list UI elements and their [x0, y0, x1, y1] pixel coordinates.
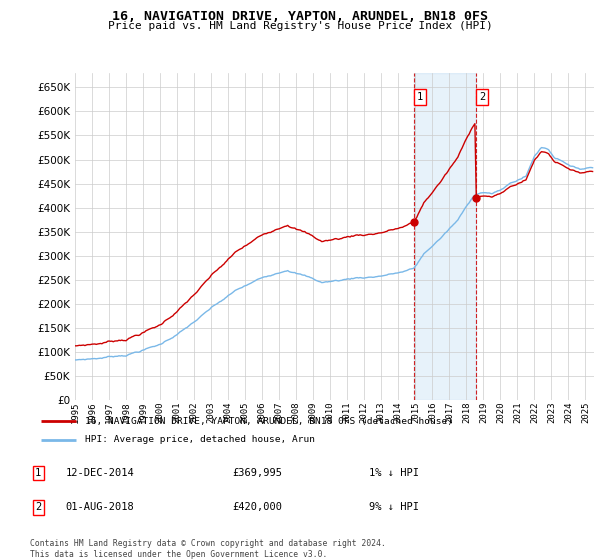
Text: £420,000: £420,000 — [232, 502, 282, 512]
Text: Price paid vs. HM Land Registry's House Price Index (HPI): Price paid vs. HM Land Registry's House … — [107, 21, 493, 31]
Text: 16, NAVIGATION DRIVE, YAPTON, ARUNDEL, BN18 0FS: 16, NAVIGATION DRIVE, YAPTON, ARUNDEL, B… — [112, 10, 488, 23]
Text: This data is licensed under the Open Government Licence v3.0.: This data is licensed under the Open Gov… — [30, 550, 328, 559]
Text: 1% ↓ HPI: 1% ↓ HPI — [368, 468, 419, 478]
Text: HPI: Average price, detached house, Arun: HPI: Average price, detached house, Arun — [85, 436, 314, 445]
Text: £369,995: £369,995 — [232, 468, 282, 478]
Text: 16, NAVIGATION DRIVE, YAPTON, ARUNDEL, BN18 0FS (detached house): 16, NAVIGATION DRIVE, YAPTON, ARUNDEL, B… — [85, 417, 452, 426]
Text: 12-DEC-2014: 12-DEC-2014 — [65, 468, 134, 478]
Bar — [414, 73, 476, 400]
Text: 1: 1 — [35, 468, 41, 478]
Text: 2: 2 — [35, 502, 41, 512]
Text: 9% ↓ HPI: 9% ↓ HPI — [368, 502, 419, 512]
Text: 1: 1 — [416, 92, 423, 102]
Text: Contains HM Land Registry data © Crown copyright and database right 2024.: Contains HM Land Registry data © Crown c… — [30, 539, 386, 548]
Text: 01-AUG-2018: 01-AUG-2018 — [65, 502, 134, 512]
Text: 2: 2 — [479, 92, 485, 102]
